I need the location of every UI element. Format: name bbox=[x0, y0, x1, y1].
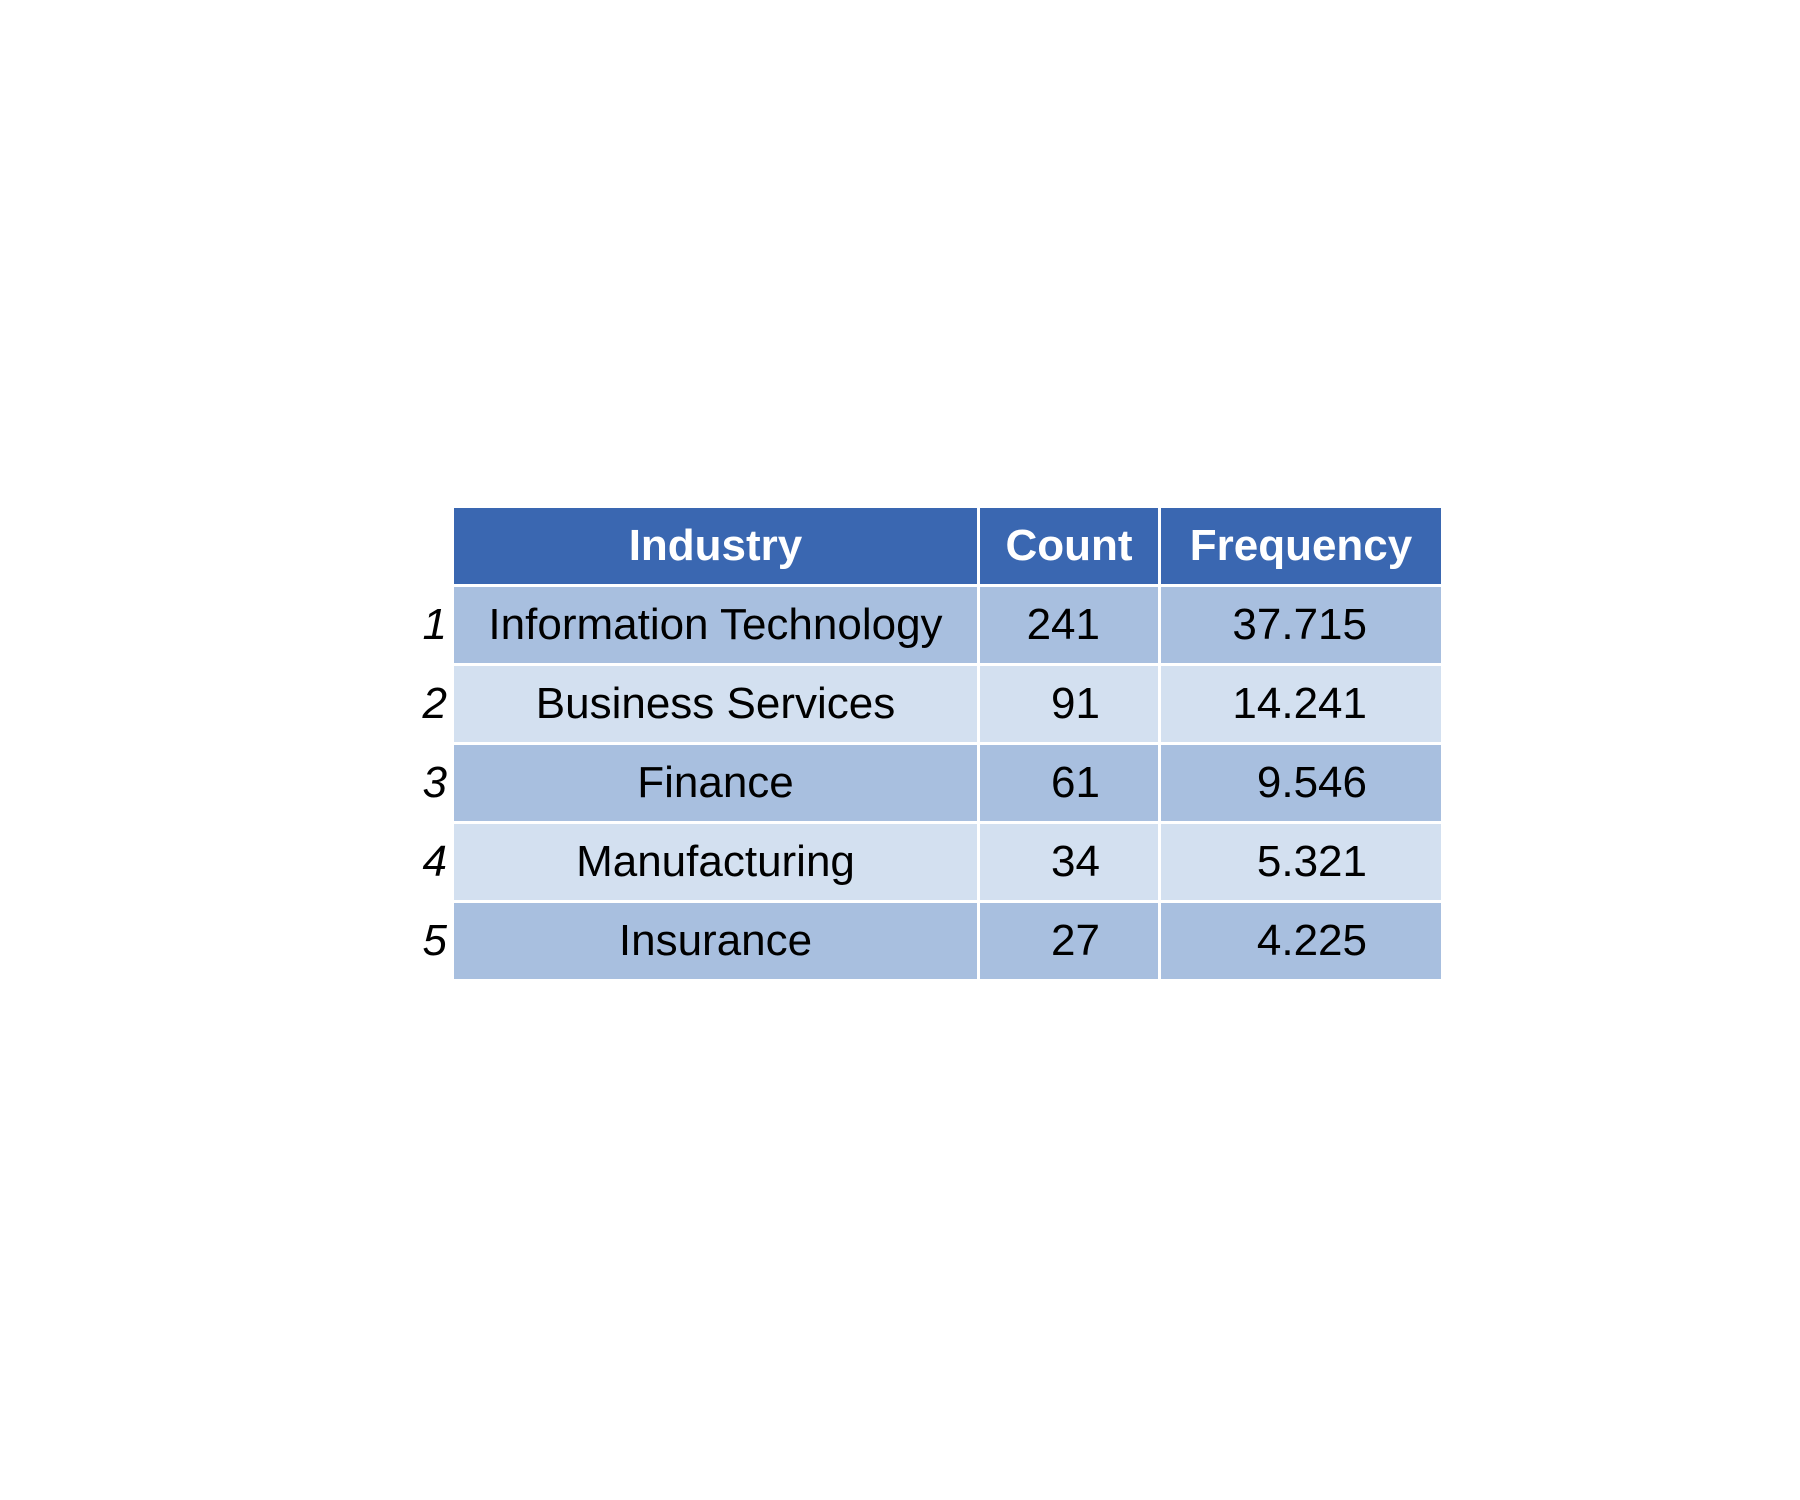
row-index: 4 bbox=[418, 821, 454, 903]
table-row: 1 Information Technology 241 37.715 bbox=[418, 584, 1444, 666]
table-row: 4 Manufacturing 34 5.321 bbox=[418, 821, 1444, 903]
table-row: 2 Business Services 91 14.241 bbox=[418, 663, 1444, 745]
industry-cell: Insurance bbox=[451, 900, 980, 982]
count-cell: 27 bbox=[977, 900, 1161, 982]
industry-cell: Finance bbox=[451, 742, 980, 824]
industry-cell: Business Services bbox=[451, 663, 980, 745]
row-index: 3 bbox=[418, 742, 454, 824]
count-cell: 241 bbox=[977, 584, 1161, 666]
header-industry: Industry bbox=[451, 505, 980, 587]
table-row: 3 Finance 61 9.546 bbox=[418, 742, 1444, 824]
frequency-cell: 4.225 bbox=[1158, 900, 1444, 982]
frequency-table-container: Industry Count Frequency 1 Information T… bbox=[418, 505, 1444, 982]
table-row: 5 Insurance 27 4.225 bbox=[418, 900, 1444, 982]
table-header-row: Industry Count Frequency bbox=[418, 505, 1444, 587]
frequency-cell: 14.241 bbox=[1158, 663, 1444, 745]
header-frequency: Frequency bbox=[1158, 505, 1444, 587]
header-index-corner bbox=[418, 505, 454, 587]
row-index: 5 bbox=[418, 900, 454, 982]
industry-cell: Manufacturing bbox=[451, 821, 980, 903]
header-count: Count bbox=[977, 505, 1161, 587]
industry-frequency-table: Industry Count Frequency 1 Information T… bbox=[418, 505, 1444, 982]
row-index: 1 bbox=[418, 584, 454, 666]
frequency-cell: 9.546 bbox=[1158, 742, 1444, 824]
frequency-cell: 5.321 bbox=[1158, 821, 1444, 903]
frequency-cell: 37.715 bbox=[1158, 584, 1444, 666]
row-index: 2 bbox=[418, 663, 454, 745]
industry-cell: Information Technology bbox=[451, 584, 980, 666]
count-cell: 91 bbox=[977, 663, 1161, 745]
count-cell: 34 bbox=[977, 821, 1161, 903]
count-cell: 61 bbox=[977, 742, 1161, 824]
